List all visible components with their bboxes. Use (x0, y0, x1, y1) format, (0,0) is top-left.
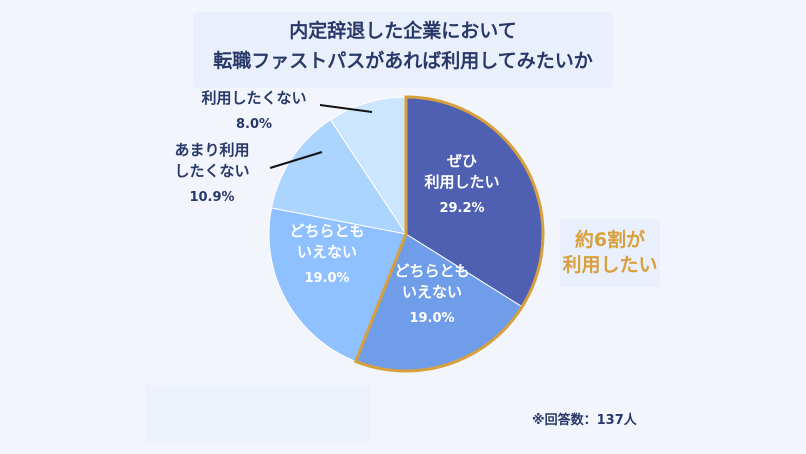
highlight-outline (353, 95, 545, 373)
respondent-count-note: ※回答数：137人 (532, 413, 637, 428)
chart-title-line-1: 内定辞退した企業において (289, 20, 517, 42)
chart-title-line-2: 転職ファストパスがあれば利用してみたいか (213, 50, 593, 72)
slice-label-4-line-0: 利用したくない (201, 89, 306, 107)
chart-title: 内定辞退した企業において 転職ファストパスがあれば利用してみたいか (193, 16, 613, 76)
leader-line-4 (319, 104, 373, 113)
leader-lines (269, 104, 373, 169)
slice-label-1-line-0: どちらとも (394, 262, 469, 280)
faint-panel (145, 385, 370, 443)
slice-label-1-line-1: いえない (402, 283, 462, 301)
pie-slice-4 (329, 96, 407, 236)
slice-label-2-line-0: どちらとも (289, 222, 364, 240)
annotation-line-2: 利用したい (562, 254, 658, 276)
annotation-background (560, 219, 660, 287)
slice-value-2: 19.0% (304, 271, 349, 286)
slice-label-3-line-0: あまり利用 (174, 141, 249, 159)
slice-value-0: 29.2% (439, 201, 484, 216)
annotation-text: 約6割が 利用したい (560, 228, 660, 278)
slice-label-3-line-1: したくない (174, 162, 249, 180)
slice-label-2-line-1: いえない (297, 243, 357, 261)
annotation-line-1: 約6割が (574, 229, 646, 251)
slice-label-0-line-0: ぜひ (447, 152, 477, 170)
slice-labels: ぜひ利用したい29.2%どちらともいえない19.0%どちらともいえない19.0%… (174, 89, 499, 326)
title-background (193, 12, 613, 88)
slice-value-4: 8.0% (236, 117, 272, 132)
leader-line-3 (269, 151, 323, 169)
pie-slice-2 (268, 207, 407, 363)
slice-label-4: 利用したくない 8.0% (201, 89, 306, 132)
slice-label-0-line-1: 利用したい (424, 173, 499, 191)
slice-value-3: 10.9% (189, 190, 234, 205)
slice-value-1: 19.0% (409, 311, 454, 326)
pie-slice-3 (270, 118, 408, 235)
